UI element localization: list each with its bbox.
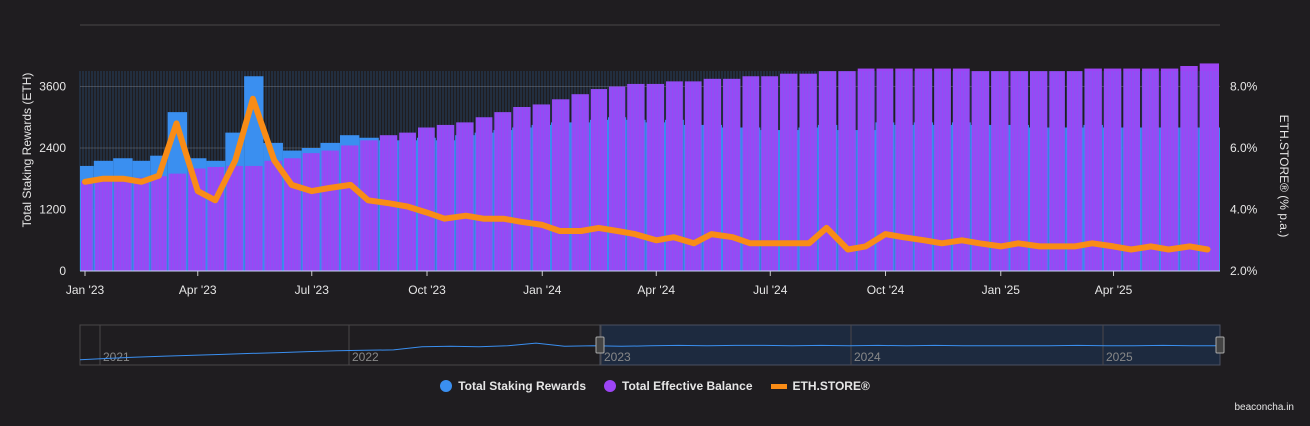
navigator-year-label: 2023: [604, 350, 631, 364]
navigator-year-label: 2024: [854, 350, 881, 364]
left-tick-label: 0: [59, 264, 66, 278]
effective-balance-bar: [226, 165, 244, 271]
legend-label: ETH.STORE®: [792, 379, 870, 393]
effective-balance-bar: [914, 68, 933, 271]
effective-balance-bar: [552, 99, 570, 271]
effective-balance-bar: [761, 76, 779, 271]
legend-item-total-staking-rewards[interactable]: Total Staking Rewards: [440, 379, 586, 393]
effective-balance-bar: [876, 68, 894, 271]
x-tick-label: Oct '23: [408, 283, 446, 297]
left-tick-label: 2400: [39, 141, 66, 155]
effective-balance-bar: [1142, 68, 1159, 271]
effective-balance-bar: [952, 68, 970, 271]
effective-balance-bar: [1180, 66, 1198, 271]
effective-balance-bar: [780, 73, 798, 271]
effective-balance-bar: [1123, 68, 1141, 271]
right-tick-label: 8.0%: [1230, 80, 1258, 94]
navigator-handle[interactable]: [1215, 336, 1225, 354]
navigator-year-label: 2025: [1106, 350, 1133, 364]
x-tick-label: Jan '23: [66, 283, 105, 297]
effective-balance-bar: [991, 71, 1009, 271]
effective-balance-bar: [1084, 68, 1102, 271]
legend-dot-icon: [604, 380, 616, 392]
effective-balance-bar: [513, 107, 531, 271]
navigator-year-label: 2021: [103, 350, 130, 364]
effective-balance-bar: [399, 132, 416, 271]
navigator-handle[interactable]: [595, 336, 605, 354]
effective-balance-bar: [264, 160, 282, 271]
x-tick-label: Jul '23: [295, 283, 330, 297]
right-tick-label: 6.0%: [1230, 141, 1258, 155]
effective-balance-bar: [475, 117, 493, 271]
right-tick-label: 4.0%: [1230, 203, 1258, 217]
legend-dot-icon: [440, 380, 453, 392]
effective-balance-bar: [532, 104, 551, 271]
effective-balance-bar: [456, 122, 474, 271]
x-tick-label: Jan '25: [982, 283, 1021, 297]
effective-balance-bar: [340, 145, 359, 271]
effective-balance-bar: [895, 68, 913, 271]
left-axis-title: Total Staking Rewards (ETH): [20, 73, 34, 228]
x-tick-label: Oct '24: [867, 283, 905, 297]
right-tick-label: 2.0%: [1230, 264, 1258, 278]
effective-balance-bar: [321, 150, 339, 271]
effective-balance-bar: [94, 179, 113, 271]
effective-balance-bar: [1199, 63, 1219, 271]
x-tick-label: Apr '25: [1095, 283, 1133, 297]
navigator-line: [79, 342, 1220, 361]
effective-balance-bar: [703, 78, 722, 271]
legend-label: Total Staking Rewards: [458, 379, 586, 393]
effective-balance-bar: [627, 83, 645, 271]
x-tick-label: Jul '24: [753, 283, 788, 297]
effective-balance-bar: [1160, 68, 1179, 271]
effective-balance-bar: [646, 83, 665, 271]
legend-label: Total Effective Balance: [622, 379, 753, 393]
right-axis-title: ETH.STORE® (% p.a.): [1277, 115, 1291, 238]
left-tick-label: 3600: [39, 80, 66, 94]
effective-balance-bar: [436, 124, 455, 271]
effective-balance-bar: [666, 81, 683, 271]
credit-link[interactable]: beaconcha.in: [1234, 402, 1295, 413]
effective-balance-bar: [81, 181, 93, 271]
effective-balance-bar: [114, 178, 132, 271]
x-tick-label: Jan '24: [523, 283, 562, 297]
effective-balance-bar: [1029, 71, 1048, 271]
effective-balance-bar: [818, 71, 837, 271]
effective-balance-bar: [571, 94, 589, 271]
effective-balance-bar: [723, 78, 741, 271]
effective-balance-bar: [360, 140, 378, 271]
legend-line-icon: [770, 383, 787, 389]
legend-item-total-effective-balance[interactable]: Total Effective Balance: [604, 379, 753, 393]
x-tick-label: Apr '23: [179, 283, 217, 297]
eth-store-line: [82, 95, 1211, 253]
effective-balance-bar: [838, 71, 856, 271]
x-tick-label: Apr '24: [637, 283, 675, 297]
effective-balance-bar: [1103, 68, 1122, 271]
navigator-year-label: 2022: [352, 350, 379, 364]
effective-balance-bar: [151, 176, 167, 271]
effective-balance-bar: [168, 173, 187, 271]
legend-item-eth-store[interactable]: ETH.STORE®: [770, 379, 870, 393]
effective-balance-bar: [417, 127, 435, 271]
left-tick-label: 1200: [39, 203, 66, 217]
effective-balance-bar: [799, 73, 817, 271]
effective-balance-bar: [1066, 71, 1083, 271]
effective-balance-bar: [971, 71, 990, 271]
effective-balance-bar: [133, 177, 150, 271]
legend: Total Staking Rewards Total Effective Ba…: [0, 379, 1310, 393]
